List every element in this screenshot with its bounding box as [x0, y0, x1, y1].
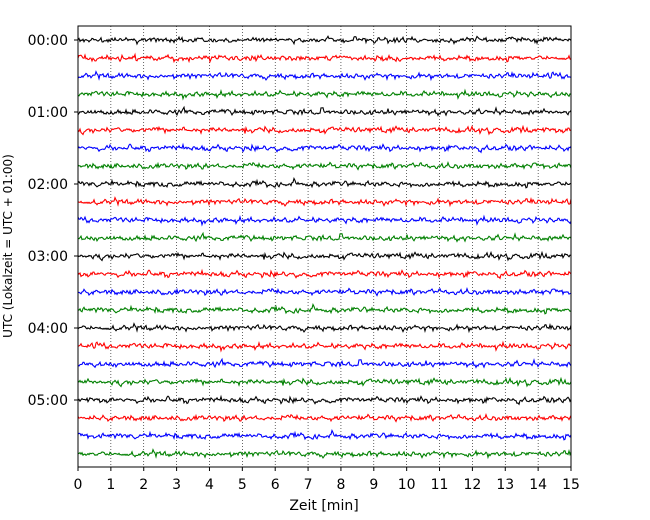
trace-9: [77, 196, 572, 208]
y-tick-label-4: 04:00: [28, 321, 68, 337]
trace-0: [77, 35, 572, 46]
trace-10: [77, 214, 572, 227]
y-tick-label-2: 02:00: [28, 177, 68, 193]
trace-1: [77, 52, 572, 64]
x-tick-label-4: 4: [205, 477, 214, 493]
x-tick-label-13: 13: [496, 477, 514, 493]
x-tick-label-6: 6: [271, 477, 280, 493]
plot-frame: [77, 25, 572, 468]
trace-group: [77, 35, 572, 460]
trace-5: [77, 124, 572, 136]
trace-21: [77, 412, 572, 423]
x-tick-label-9: 9: [369, 477, 378, 493]
trace-7: [77, 160, 572, 171]
x-tick-label-11: 11: [431, 477, 449, 493]
trace-23: [77, 448, 572, 460]
trace-6: [77, 142, 572, 154]
trace-12: [77, 250, 572, 262]
trace-2: [77, 70, 572, 82]
trace-8: [77, 177, 572, 189]
trace-15: [77, 303, 572, 315]
x-tick-label-15: 15: [562, 477, 580, 493]
x-tick-label-8: 8: [336, 477, 345, 493]
trace-13: [77, 268, 572, 280]
trace-18: [77, 357, 572, 369]
x-tick-label-1: 1: [106, 477, 115, 493]
x-axis: 0 1 2 3 4 5 6 7 8 9 10 11 12 13 14 15: [74, 467, 580, 493]
y-tick-label-3: 03:00: [28, 249, 68, 265]
y-tick-label-0: 00:00: [28, 33, 68, 49]
y-tick-label-5: 05:00: [28, 393, 68, 409]
trace-17: [77, 340, 572, 353]
trace-4: [77, 105, 572, 117]
x-tick-label-14: 14: [529, 477, 547, 493]
y-axis: 00:00 01:00 02:00 03:00 04:00 05:00: [28, 33, 78, 409]
y-axis-label: UTC (Lokalzeit = UTC + 01:00): [1, 154, 15, 338]
trace-22: [77, 429, 572, 441]
trace-11: [77, 231, 572, 243]
x-tick-label-7: 7: [304, 477, 313, 493]
x-tick-label-10: 10: [398, 477, 416, 493]
trace-3: [77, 88, 572, 101]
trace-20: [77, 394, 572, 406]
trace-14: [77, 286, 572, 297]
y-tick-label-1: 01:00: [28, 105, 68, 121]
x-tick-label-12: 12: [463, 477, 481, 493]
trace-16: [77, 322, 572, 334]
x-tick-label-5: 5: [238, 477, 247, 493]
x-axis-label: Zeit [min]: [289, 498, 358, 514]
x-tick-label-0: 0: [74, 477, 83, 493]
x-tick-label-2: 2: [139, 477, 148, 493]
trace-19: [77, 376, 572, 388]
x-tick-label-3: 3: [172, 477, 181, 493]
